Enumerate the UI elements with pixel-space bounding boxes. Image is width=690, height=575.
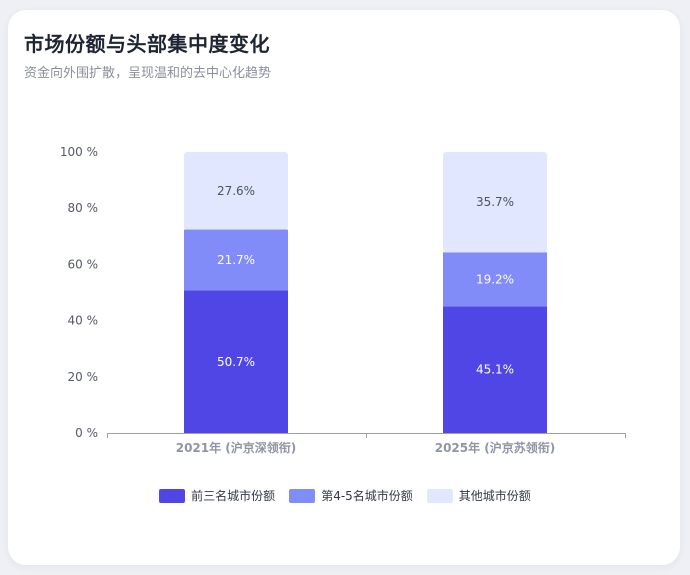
chart-subtitle: 资金向外围扩散，呈现温和的去中心化趋势 — [24, 66, 272, 81]
data-label: 45.1% — [476, 363, 514, 377]
y-tick-label: 80 % — [68, 201, 99, 215]
data-label: 19.2% — [476, 272, 514, 286]
y-tick-label: 0 % — [75, 426, 98, 440]
data-label: 27.6% — [217, 184, 255, 198]
y-tick-label: 40 % — [68, 314, 99, 328]
legend-label: 第4-5名城市份额 — [321, 489, 413, 503]
chart-title: 市场份额与头部集中度变化 — [24, 32, 270, 56]
legend-item[interactable]: 前三名城市份额 — [159, 487, 275, 504]
bar-segment — [443, 306, 547, 433]
bar-segment — [184, 290, 288, 433]
legend-label: 前三名城市份额 — [191, 489, 276, 503]
legend-item[interactable]: 其他城市份额 — [426, 487, 531, 504]
stacked-bar-chart: 0 % 20 % 40 % 60 % 80 % 100 % 50.7% 21.7% 27.6% 2… — [60, 145, 626, 455]
data-label: 50.7% — [217, 355, 255, 369]
bar-segment — [184, 152, 288, 230]
data-label: 35.7% — [476, 195, 514, 209]
legend-swatch — [289, 488, 316, 503]
chart-legend: 前三名城市份额 第4-5名城市份额 其他城市份额 — [0, 487, 690, 504]
y-tick-label: 100 % — [60, 145, 98, 159]
legend-label: 其他城市份额 — [458, 489, 531, 503]
x-category-label: 2021年 (沪京深领衔) — [176, 440, 297, 455]
legend-swatch — [426, 488, 453, 503]
x-category-label: 2025年 (沪京苏领衔) — [435, 440, 556, 455]
data-label: 21.7% — [217, 253, 255, 267]
bar-segment — [443, 152, 547, 253]
bar-segment — [184, 229, 288, 291]
y-tick-label: 60 % — [68, 257, 99, 271]
bar-segment — [443, 252, 547, 307]
chart-card — [8, 10, 680, 565]
y-tick-label: 20 % — [68, 370, 99, 384]
legend-swatch — [159, 488, 186, 503]
legend-item[interactable]: 第4-5名城市份额 — [289, 487, 413, 504]
